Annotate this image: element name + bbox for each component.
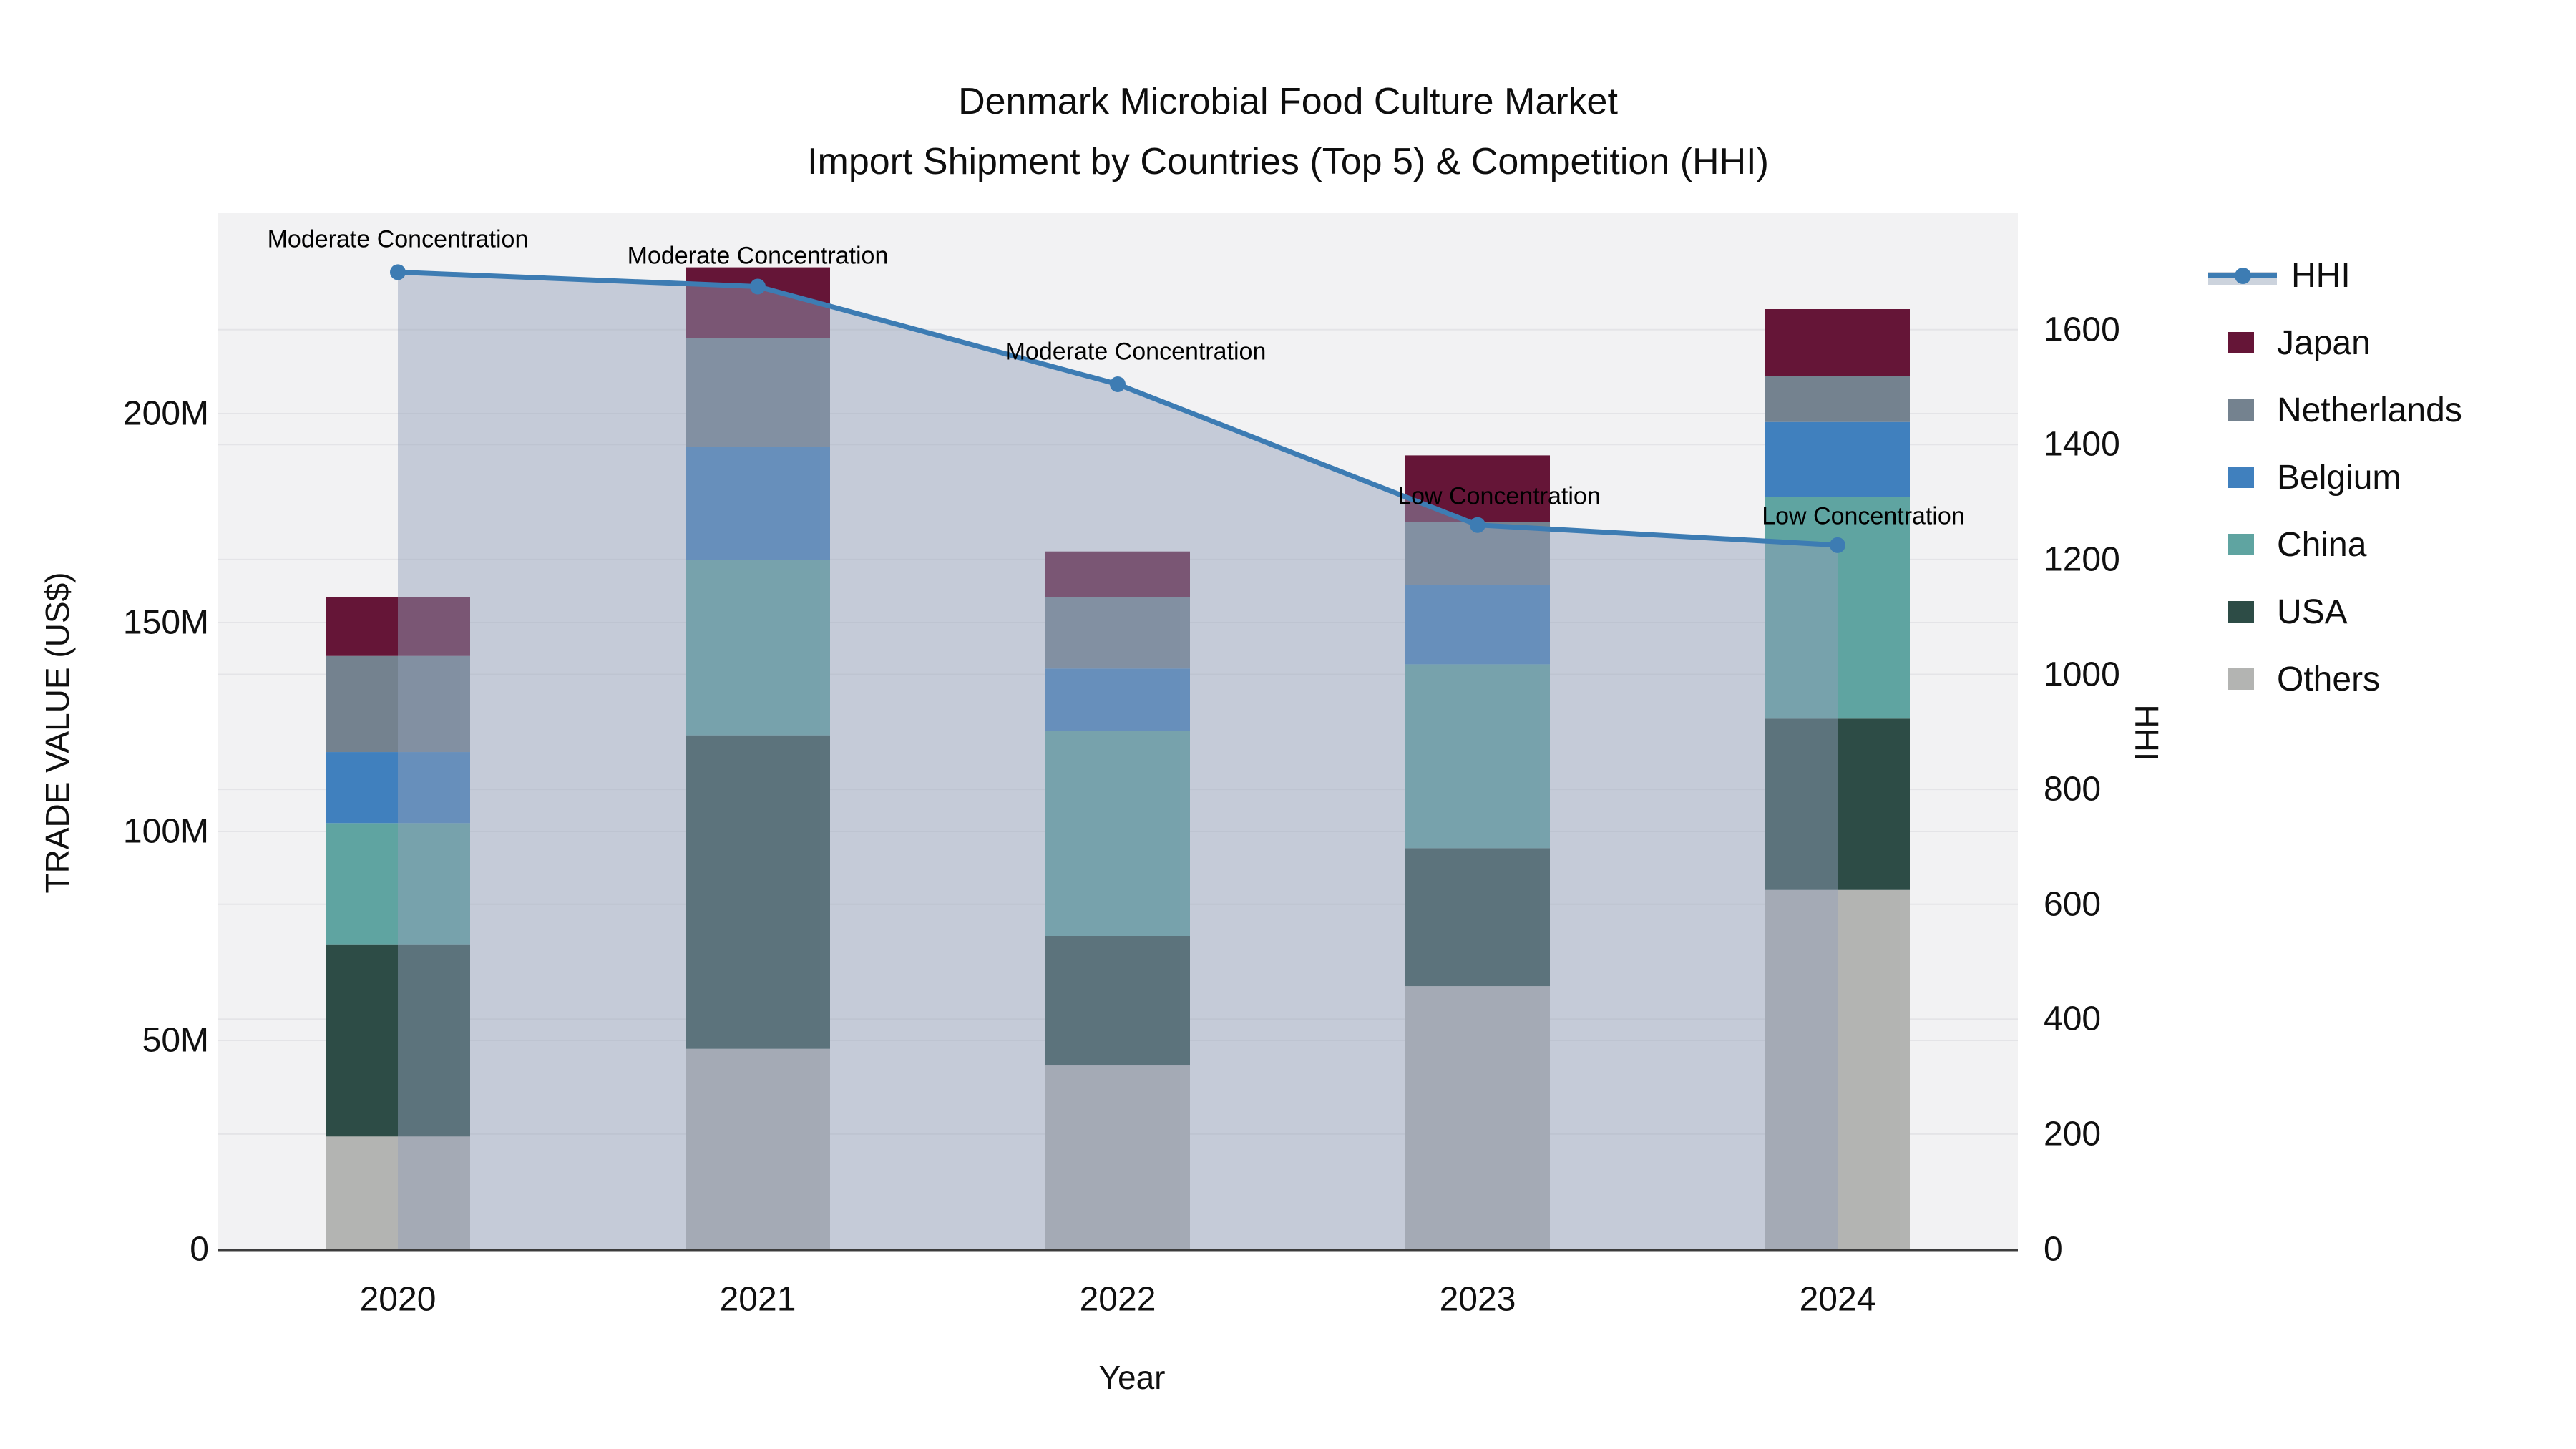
bar-segment-2021-china xyxy=(686,560,830,736)
chart-title-line2: Import Shipment by Countries (Top 5) & C… xyxy=(807,141,1769,182)
right-tick-1600: 1600 xyxy=(2044,311,2120,349)
left-tick-100M: 100M xyxy=(122,812,209,851)
bar-segment-2023-others xyxy=(1405,986,1550,1249)
bar-segment-2022-netherlands xyxy=(1045,597,1190,669)
legend-label-belgium: Belgium xyxy=(2277,458,2401,497)
x-tick-2023: 2023 xyxy=(1439,1280,1516,1319)
hhi-marker-2020 xyxy=(390,264,406,280)
legend-item-netherlands[interactable]: Netherlands xyxy=(2208,376,2462,444)
x-tick-2021: 2021 xyxy=(719,1280,796,1319)
bar-segment-2021-netherlands xyxy=(686,338,830,447)
legend-item-japan[interactable]: Japan xyxy=(2208,309,2462,376)
legend-label-hhi: HHI xyxy=(2291,256,2351,295)
right-tick-400: 400 xyxy=(2044,1000,2102,1038)
legend-item-hhi[interactable]: HHI xyxy=(2208,242,2462,309)
left-tick-150M: 150M xyxy=(122,603,209,642)
legend-label-japan: Japan xyxy=(2277,323,2371,362)
legend-label-usa: USA xyxy=(2277,592,2348,631)
bar-segment-2020-others xyxy=(326,1136,470,1249)
hhi-line-legend-icon xyxy=(2208,265,2277,286)
bar-segment-2024-others xyxy=(1765,889,1910,1249)
x-tick-2024: 2024 xyxy=(1799,1280,1876,1319)
right-tick-0: 0 xyxy=(2044,1230,2063,1268)
legend-swatch-usa xyxy=(2228,601,2254,623)
right-tick-800: 800 xyxy=(2044,770,2102,809)
legend-label-netherlands: Netherlands xyxy=(2277,391,2462,429)
hhi-marker-2021 xyxy=(750,278,766,295)
bar-segment-2020-china xyxy=(326,823,470,945)
right-axis-title: HHI xyxy=(2128,704,2165,761)
legend-label-china: China xyxy=(2277,525,2367,564)
legend-swatch-netherlands xyxy=(2228,399,2254,421)
bar-segment-2022-usa xyxy=(1045,936,1190,1066)
left-tick-50M: 50M xyxy=(142,1021,209,1060)
bar-segment-2024-japan xyxy=(1765,309,1910,376)
bar-segment-2022-china xyxy=(1045,731,1190,936)
right-tick-1200: 1200 xyxy=(2044,540,2120,579)
hhi-marker-2022 xyxy=(1110,376,1126,392)
legend-swatch-others xyxy=(2228,668,2254,690)
hhi-area-fill xyxy=(398,272,1838,1250)
left-axis-title: TRADE VALUE (US$) xyxy=(39,572,76,894)
legend-item-usa[interactable]: USA xyxy=(2208,578,2462,645)
bar-segment-2020-belgium xyxy=(326,752,470,824)
legend-item-others[interactable]: Others xyxy=(2208,645,2462,713)
legend-swatch-belgium xyxy=(2228,467,2254,488)
legend-swatch-japan xyxy=(2228,332,2254,353)
bar-segment-2023-usa xyxy=(1405,848,1550,987)
bar-segment-2021-belgium xyxy=(686,447,830,560)
left-tick-0: 0 xyxy=(190,1230,209,1269)
bar-segment-2021-usa xyxy=(686,735,830,1049)
annotation-2024: Low Concentration xyxy=(1762,502,1965,530)
bar-segment-2024-netherlands xyxy=(1765,376,1910,422)
x-axis-title: Year xyxy=(1098,1359,1166,1396)
bar-segment-2024-belgium xyxy=(1765,421,1910,497)
right-tick-200: 200 xyxy=(2044,1115,2102,1153)
legend-item-belgium[interactable]: Belgium xyxy=(2208,444,2462,511)
legend: HHI Japan Netherlands Belgium China USA Others xyxy=(2208,242,2462,713)
bar-segment-2020-netherlands xyxy=(326,655,470,753)
bar-segment-2020-japan xyxy=(326,597,470,656)
legend-swatch-china xyxy=(2228,534,2254,555)
annotation-2023: Low Concentration xyxy=(1397,482,1601,510)
annotation-2022: Moderate Concentration xyxy=(1005,338,1267,366)
bar-segment-2023-china xyxy=(1405,664,1550,849)
hhi-marker-2023 xyxy=(1470,517,1485,533)
bar-segment-2021-others xyxy=(686,1048,830,1249)
chart-title-line1: Denmark Microbial Food Culture Market xyxy=(958,81,1618,122)
x-tick-2022: 2022 xyxy=(1079,1280,1156,1319)
legend-item-china[interactable]: China xyxy=(2208,511,2462,578)
annotation-2021: Moderate Concentration xyxy=(627,242,889,270)
bar-segment-2022-others xyxy=(1045,1065,1190,1249)
bar-segment-2022-japan xyxy=(1045,551,1190,597)
right-tick-1000: 1000 xyxy=(2044,655,2120,693)
right-tick-600: 600 xyxy=(2044,885,2102,924)
legend-label-others: Others xyxy=(2277,660,2381,698)
bar-segment-2022-belgium xyxy=(1045,668,1190,731)
bar-segment-2024-china xyxy=(1765,497,1910,719)
bar-segment-2024-usa xyxy=(1765,718,1910,890)
bar-segment-2023-belgium xyxy=(1405,585,1550,665)
x-tick-2020: 2020 xyxy=(359,1280,436,1319)
hhi-marker-2024 xyxy=(1830,537,1845,553)
right-tick-1400: 1400 xyxy=(2044,425,2120,464)
annotation-2020: Moderate Concentration xyxy=(267,225,529,253)
bar-segment-2020-usa xyxy=(326,944,470,1137)
left-tick-200M: 200M xyxy=(122,394,209,433)
bar-segment-2023-japan xyxy=(1405,455,1550,522)
